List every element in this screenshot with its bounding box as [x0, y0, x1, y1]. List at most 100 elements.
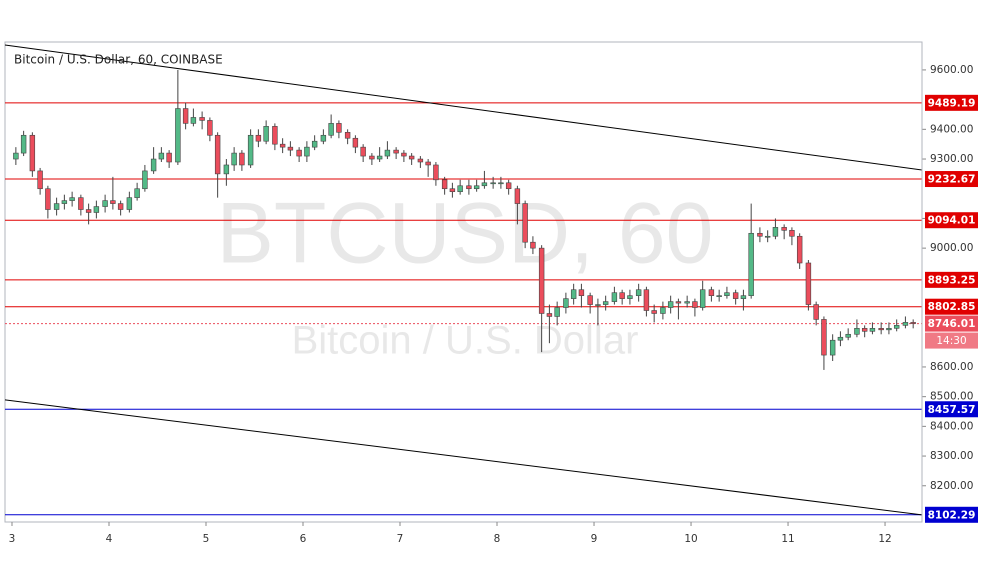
candle-body [384, 149, 391, 157]
candle-body [207, 120, 213, 136]
trendline [4, 399, 923, 516]
candle-body [587, 295, 593, 305]
candle-body [796, 235, 803, 264]
candle-body [69, 197, 75, 201]
x-tick-label: 10 [684, 533, 697, 545]
candle-body [393, 149, 399, 154]
x-tick-label: 9 [591, 533, 598, 545]
candle-body [110, 200, 116, 204]
price-label-box [925, 401, 978, 418]
candle-body [369, 155, 375, 160]
candle-body [635, 289, 642, 296]
candle-body [910, 322, 916, 324]
x-tick-label: 7 [397, 533, 404, 545]
candle-body [93, 206, 100, 213]
price-label: 8457.57 [928, 404, 976, 416]
price-label: 8802.85 [928, 301, 976, 313]
candle-body [505, 182, 512, 190]
candle-body [466, 185, 472, 190]
countdown: 14:30 [936, 335, 966, 347]
price-label: 8746.01 [928, 318, 976, 330]
trendline [4, 44, 923, 171]
candle-body [878, 328, 884, 331]
candle-body [546, 313, 553, 317]
candle-body [813, 304, 819, 320]
candle-body [117, 203, 124, 210]
candle-body [126, 197, 133, 210]
candle-body [619, 292, 625, 299]
candle-body [578, 289, 585, 296]
candle-body [78, 197, 84, 210]
candle-body [740, 295, 747, 299]
y-tick-label: 9400.00 [930, 123, 973, 135]
price-label: 8893.25 [928, 274, 976, 286]
candle-body [554, 307, 560, 317]
candle-body [563, 298, 569, 308]
candle-body [821, 319, 827, 356]
candle-body [660, 307, 666, 314]
candle-body [570, 289, 577, 299]
y-tick-label: 8400.00 [930, 420, 973, 432]
x-tick-label: 5 [203, 533, 210, 545]
price-label-box [925, 171, 978, 188]
candle-body [481, 182, 488, 187]
price-label: 8102.29 [928, 509, 976, 521]
y-tick-label: 8500.00 [930, 391, 973, 403]
candle-body [223, 164, 230, 175]
candle-body [789, 230, 795, 237]
candle-body [408, 155, 415, 160]
candle-body [320, 134, 327, 142]
candle-body [239, 152, 245, 166]
candle-body [182, 108, 189, 124]
candle-body [287, 146, 294, 151]
candle-body [490, 182, 496, 185]
candle-body [158, 152, 165, 160]
candle-body [142, 170, 148, 190]
candle-body [449, 188, 456, 193]
candle-body [296, 149, 302, 157]
candle-body [255, 134, 262, 142]
candle-body [134, 188, 140, 198]
countdown-box [925, 332, 978, 349]
x-tick-label: 8 [494, 533, 501, 545]
candle-body [45, 188, 51, 210]
candle-body [175, 108, 181, 163]
candle-body [829, 339, 836, 356]
candle-body [764, 235, 771, 238]
candle-body [667, 301, 674, 308]
y-tick-label: 8600.00 [930, 361, 973, 373]
candle-body [845, 333, 851, 338]
candle-body [231, 152, 237, 166]
price-label: 9094.01 [928, 215, 976, 227]
x-tick-label: 3 [9, 533, 16, 545]
x-tick-label: 4 [106, 533, 113, 545]
candle-body [102, 200, 108, 207]
candle-body [861, 328, 868, 332]
candle-body [37, 170, 43, 190]
candle-body [53, 203, 60, 210]
candle-body [214, 134, 221, 175]
candle-body [457, 185, 463, 193]
candle-body [757, 232, 763, 237]
candle-body [272, 126, 278, 145]
candle-body [150, 158, 157, 172]
candle-body [352, 137, 359, 148]
candle-body [748, 232, 754, 296]
candle-body [433, 164, 439, 181]
y-tick-label: 9000.00 [930, 242, 973, 254]
candle-body [279, 143, 286, 148]
candle-body [781, 227, 787, 231]
candle-body [902, 322, 909, 326]
y-tick-label: 9600.00 [930, 64, 973, 76]
x-tick-label: 11 [781, 533, 794, 545]
candle-body [61, 200, 68, 204]
candle-body [376, 155, 383, 160]
candle-body [190, 117, 197, 124]
candle-body [708, 289, 715, 296]
price-label-box [925, 212, 978, 229]
y-tick-label: 8300.00 [930, 450, 973, 462]
candle-body [29, 134, 36, 172]
candle-body [530, 241, 536, 249]
candle-body [425, 161, 431, 166]
